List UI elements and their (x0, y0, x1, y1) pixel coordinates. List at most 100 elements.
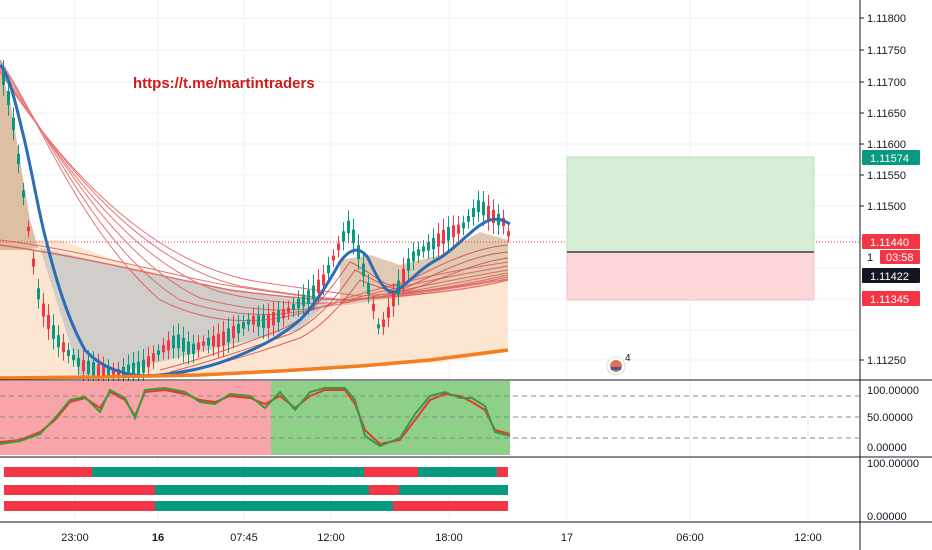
last-price-badge: 1.11440 (862, 234, 920, 249)
candle-body (507, 231, 510, 237)
candle-body (372, 303, 375, 312)
stop-price-badge: 1.11345 (862, 291, 920, 306)
price-tick: 1.11250 (867, 355, 906, 367)
candle-body (127, 364, 130, 377)
event-badge-count: 4 (625, 353, 631, 364)
candle-body (242, 322, 245, 329)
tf-segment (364, 467, 418, 477)
tf-segment (497, 467, 508, 477)
target-price-label: 1.11574 (870, 153, 909, 165)
candle-body (317, 279, 320, 293)
candle-body (102, 366, 105, 378)
candle-body (7, 91, 10, 105)
last-price-label: 1.11440 (870, 237, 909, 249)
candle-body (162, 345, 165, 353)
candle-body (467, 216, 470, 222)
candle-body (142, 359, 145, 373)
candle-body (247, 319, 250, 325)
price-axis[interactable]: 1.11800 1.11750 1.11700 1.11650 1.11600 1.115… (860, 13, 906, 367)
stop-zone[interactable] (566, 251, 815, 301)
candle-body (407, 258, 410, 271)
candle-body (47, 315, 50, 329)
candle-body (337, 243, 340, 251)
candle-body (397, 280, 400, 295)
bars-tick: 0.00000 (867, 511, 907, 523)
candle-body (187, 341, 190, 355)
candle-body (147, 356, 150, 368)
candle-body (292, 304, 295, 310)
candle-body (207, 337, 210, 346)
candle-body (262, 314, 265, 329)
osc-tick: 50.00000 (867, 412, 913, 424)
time-tick: 12:00 (317, 532, 345, 544)
candle-body (482, 201, 485, 216)
osc-axis[interactable]: 100.00000 50.00000 0.00000 (867, 385, 919, 454)
time-axis[interactable]: 23:00 16 07:45 12:00 18:00 17 06:00 12:00 (61, 532, 822, 544)
candle-body (82, 359, 85, 372)
time-tick: 16 (152, 532, 164, 544)
candle-body (297, 299, 300, 309)
time-tick: 06:00 (676, 532, 704, 544)
candle-body (202, 341, 205, 346)
event-badge[interactable]: 4 (606, 353, 631, 376)
candle-body (462, 222, 465, 229)
candle-body (257, 315, 260, 327)
osc-bg-green (271, 381, 510, 455)
candle-body (357, 245, 360, 260)
candle-body (132, 362, 135, 377)
candle-body (277, 310, 280, 323)
candle-body (167, 340, 170, 351)
candle-body (387, 307, 390, 318)
candle-body (217, 333, 220, 347)
osc-signal-line (0, 388, 511, 446)
candle-body (322, 274, 325, 286)
candle-body (177, 334, 180, 349)
candle-body (267, 314, 270, 329)
candle-body (32, 258, 35, 267)
candle-body (157, 350, 160, 355)
price-tick: 1.11550 (867, 170, 906, 182)
candle-body (287, 307, 290, 314)
time-tick: 07:45 (230, 532, 258, 544)
candle-body (457, 224, 460, 234)
candle-body (237, 323, 240, 334)
candle-body (87, 360, 90, 375)
tf-segment (155, 485, 369, 495)
candle-body (392, 293, 395, 307)
candle-body (112, 369, 115, 375)
candle-body (487, 205, 490, 220)
candle-body (172, 335, 175, 349)
candle-body (307, 290, 310, 304)
candle-body (347, 220, 350, 234)
candle-body (327, 264, 330, 274)
candle-body (42, 303, 45, 317)
tf-segment (369, 485, 399, 495)
candle-body (27, 226, 30, 232)
candle-body (2, 71, 5, 85)
candle-body (17, 153, 20, 165)
candle-body (72, 354, 75, 361)
slow-ma-line (0, 348, 509, 380)
tf-segment (4, 501, 155, 511)
osc-main-line (0, 386, 511, 448)
candle-body (62, 342, 65, 352)
candle-body (22, 190, 25, 198)
candle-body (442, 229, 445, 244)
telegram-link[interactable]: https://t.me/martintraders (133, 75, 315, 92)
candle-body (342, 231, 345, 242)
tf-segment (393, 501, 508, 511)
candle-body (77, 357, 80, 367)
candle-body (212, 335, 215, 347)
candle-body (137, 361, 140, 376)
entry-price-badge: 1.11422 (862, 268, 920, 283)
candle-body (477, 200, 480, 213)
price-tick: 1.11600 (867, 139, 906, 151)
bars-axis[interactable]: 100.00000 0.00000 (867, 458, 919, 523)
candle-body (252, 315, 255, 325)
target-price-badge: 1.11574 (862, 150, 920, 165)
candle-body (67, 349, 70, 357)
target-zone[interactable] (566, 156, 815, 253)
bars-tick: 100.00000 (867, 458, 919, 470)
price-tick: 1.11650 (867, 108, 906, 120)
